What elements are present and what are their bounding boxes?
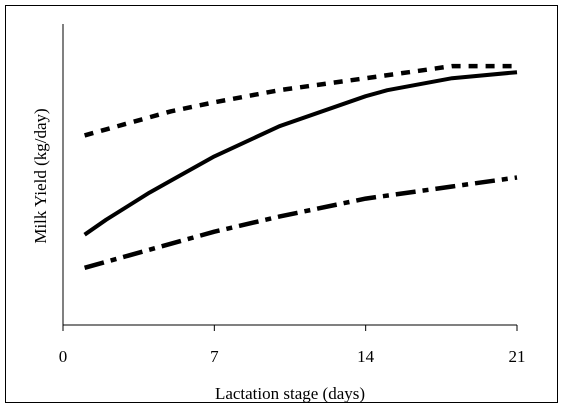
series-line-1-solid — [83, 70, 518, 237]
y-axis-label: Milk Yield (kg/day) — [31, 108, 50, 243]
x-tick-label: 7 — [210, 347, 219, 366]
series-line-3-dash-dot — [83, 175, 518, 270]
x-tick-label: 21 — [509, 347, 526, 366]
series-line-2-short-dash — [83, 63, 517, 138]
chart-frame — [5, 5, 558, 403]
x-tick-label: 0 — [59, 347, 68, 366]
x-tick-label: 14 — [357, 347, 375, 366]
x-axis-label: Lactation stage (days) — [215, 384, 365, 403]
